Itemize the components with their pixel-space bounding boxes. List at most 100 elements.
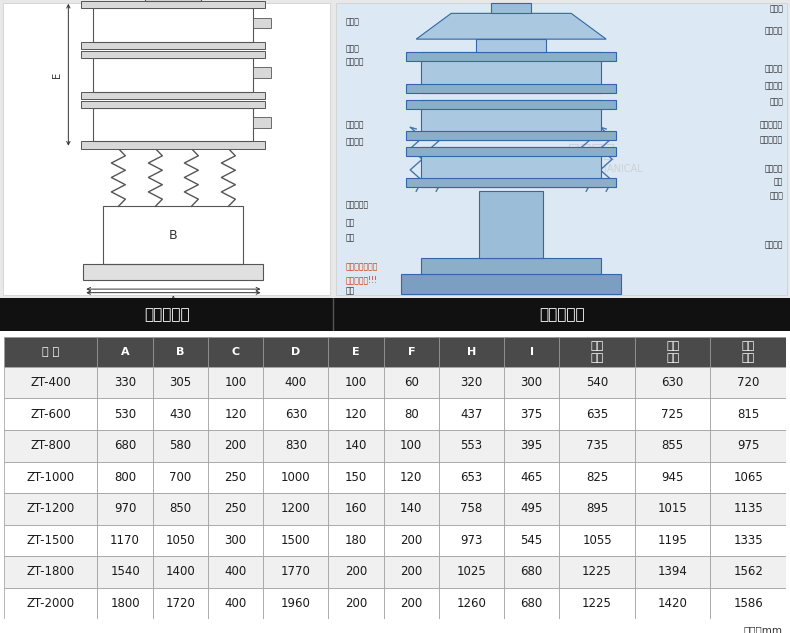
Bar [254,18,271,28]
Bar [710,461,786,493]
Bar [263,461,329,493]
Bar [0,298,333,331]
Text: 1170: 1170 [110,534,140,547]
Text: 250: 250 [224,503,246,515]
Text: 1960: 1960 [281,597,310,610]
Bar [384,399,439,430]
Text: 橡胶球: 橡胶球 [769,98,783,107]
Text: A: A [170,296,177,306]
Bar [208,337,263,367]
Text: 680: 680 [114,439,136,452]
Text: ZT-600: ZT-600 [30,408,71,421]
Bar [406,178,616,187]
Bar [710,587,786,619]
Text: 束环: 束环 [345,218,355,227]
Bar [208,399,263,430]
Text: 1000: 1000 [281,471,310,484]
Text: 495: 495 [521,503,543,515]
Bar [504,587,559,619]
Text: 进料口: 进料口 [769,4,783,13]
Bar [93,108,254,141]
Bar [384,556,439,587]
Bar [635,493,710,525]
Bar [384,367,439,399]
Text: 1225: 1225 [582,597,612,610]
Text: 1394: 1394 [658,565,687,579]
Bar [4,430,97,461]
Bar [152,525,208,556]
Bar [97,587,152,619]
Bar [208,461,263,493]
Bar [329,430,384,461]
Bar [439,337,504,367]
Text: 580: 580 [169,439,191,452]
Text: 辅助筛网: 辅助筛网 [765,64,783,73]
Bar [559,461,635,493]
Text: 电动机: 电动机 [769,191,783,200]
Text: 单位：mm: 单位：mm [743,625,782,633]
Text: 上部重锤: 上部重锤 [765,165,783,173]
Bar [439,367,504,399]
Bar [329,337,384,367]
Text: 758: 758 [461,503,483,515]
Text: E: E [52,72,62,78]
Bar [635,337,710,367]
Bar [263,367,329,399]
Bar [504,367,559,399]
Text: 200: 200 [345,565,367,579]
Text: ZT-1800: ZT-1800 [27,565,75,579]
Bar [208,367,263,399]
Bar [384,493,439,525]
Text: 中部框架: 中部框架 [345,120,364,129]
Bar [97,525,152,556]
Text: ZT-1500: ZT-1500 [27,534,75,547]
Bar [710,399,786,430]
Bar [4,367,97,399]
Bar [710,493,786,525]
Bar [3,3,330,296]
Text: 855: 855 [661,439,683,452]
Text: A: A [121,347,130,357]
Bar [504,556,559,587]
Text: 80: 80 [404,408,419,421]
Text: ZT-1000: ZT-1000 [27,471,75,484]
Bar [152,587,208,619]
Text: F: F [408,347,415,357]
Text: 540: 540 [586,376,608,389]
Bar [710,556,786,587]
Bar [254,68,271,78]
Bar [559,493,635,525]
Text: 630: 630 [661,376,684,389]
Text: ZHENTAI MCHANICAL: ZHENTAI MCHANICAL [540,164,643,174]
Bar [406,84,616,92]
Bar [4,399,97,430]
Bar [635,461,710,493]
Bar [81,92,265,99]
Bar [635,399,710,430]
Text: 二层
高度: 二层 高度 [666,341,679,363]
Bar [4,337,97,367]
Text: 120: 120 [400,471,423,484]
Bar [384,430,439,461]
Bar [152,493,208,525]
Bar [476,39,546,53]
Text: 437: 437 [461,408,483,421]
Text: E: E [352,347,359,357]
Text: 825: 825 [586,471,608,484]
Bar [635,587,710,619]
Bar [81,51,265,58]
Bar [152,367,208,399]
Text: 895: 895 [586,503,608,515]
Bar [504,337,559,367]
Bar [559,525,635,556]
Bar [491,3,531,13]
Text: 395: 395 [521,439,543,452]
Text: ZT-800: ZT-800 [30,439,71,452]
Text: 300: 300 [521,376,543,389]
Text: 200: 200 [224,439,246,452]
Text: 305: 305 [169,376,191,389]
Text: 375: 375 [521,408,543,421]
Bar [635,525,710,556]
Bar [401,274,621,294]
Text: 防尘盖: 防尘盖 [345,18,359,27]
